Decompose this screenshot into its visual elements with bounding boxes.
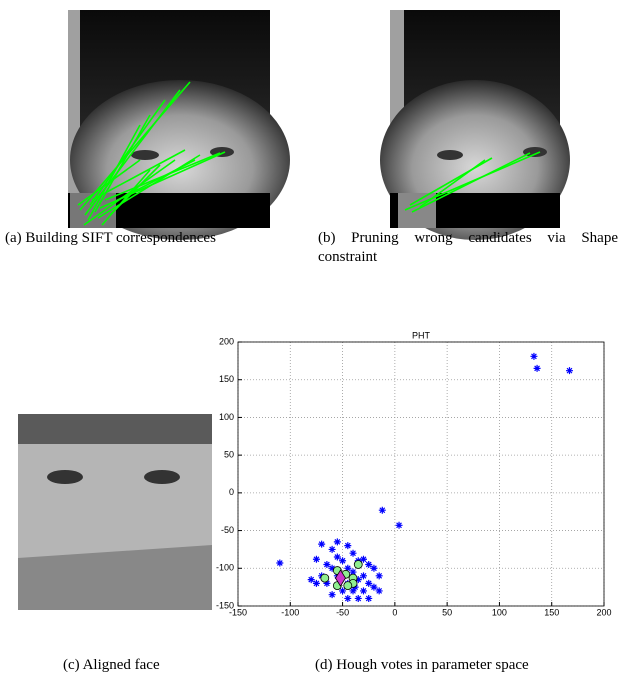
x-tick-label: 150: [544, 607, 559, 617]
asterisk-point: [533, 364, 541, 372]
asterisk-point: [323, 561, 331, 569]
asterisk-point: [378, 506, 386, 514]
asterisk-point: [349, 549, 357, 557]
asterisk-point: [339, 587, 347, 595]
caption-b: (b) Pruning wrong candidates via Shape c…: [318, 230, 618, 265]
y-tick-label: 200: [219, 336, 234, 346]
asterisk-point: [359, 555, 367, 563]
circle-point: [353, 560, 363, 569]
y-tick-label: 150: [219, 374, 234, 384]
asterisk-point: [565, 367, 573, 375]
x-tick-label: 50: [442, 607, 452, 617]
asterisk-point: [312, 555, 320, 563]
x-tick-label: -50: [336, 607, 349, 617]
asterisk-point: [344, 594, 352, 602]
asterisk-point: [318, 540, 326, 548]
asterisk-point: [365, 561, 373, 569]
asterisk-point: [307, 576, 315, 584]
diamond-point: [335, 569, 346, 587]
asterisk-point: [375, 572, 383, 580]
y-tick-label: 100: [219, 412, 234, 422]
caption-c: (c) Aligned face: [63, 657, 160, 673]
asterisk-point: [349, 587, 357, 595]
asterisk-point: [328, 591, 336, 599]
asterisk-point: [333, 538, 341, 546]
asterisk-point: [370, 583, 378, 591]
plot-frame: [237, 341, 605, 607]
asterisk-point: [323, 579, 331, 587]
image-c: [18, 414, 212, 610]
y-tick-label: -100: [216, 563, 234, 573]
caption-d: (d) Hough votes in parameter space: [315, 657, 529, 673]
image-a: [68, 10, 290, 240]
circle-point: [343, 581, 353, 591]
y-tick-label: -50: [221, 525, 234, 535]
asterisk-point: [328, 545, 336, 553]
chart-title: PHT: [412, 330, 431, 340]
y-tick-label: 50: [224, 450, 234, 460]
asterisk-point: [354, 594, 362, 602]
x-tick-label: -150: [229, 607, 247, 617]
asterisk-point: [530, 352, 538, 360]
asterisk-point: [370, 564, 378, 572]
asterisk-point: [354, 576, 362, 584]
asterisk-point: [365, 594, 373, 602]
asterisk-point: [375, 587, 383, 595]
y-tick-label: 0: [229, 487, 234, 497]
x-tick-label: 0: [392, 607, 397, 617]
asterisk-point: [365, 579, 373, 587]
y-tick-label: -150: [216, 600, 234, 610]
asterisk-point: [359, 572, 367, 580]
image-b: [380, 10, 570, 240]
asterisk-point: [359, 587, 367, 595]
asterisk-point: [328, 564, 336, 572]
caption-a: (a) Building SIFT correspondences: [5, 230, 216, 246]
asterisk-point: [344, 564, 352, 572]
circle-point: [320, 573, 330, 583]
asterisk-point: [344, 542, 352, 550]
asterisk-point: [333, 553, 341, 561]
x-tick-label: -100: [281, 607, 299, 617]
scatter-plot: PHT -150 -100 -50 0 50 100 150 200 -150 -100 -50 0 5…: [216, 330, 612, 617]
x-tick-label: 100: [492, 607, 507, 617]
asterisk-point: [312, 579, 320, 587]
x-tick-label: 200: [596, 607, 611, 617]
asterisk-point: [395, 521, 403, 529]
asterisk-point: [276, 559, 284, 567]
asterisk-point: [339, 557, 347, 565]
asterisk-point: [349, 568, 357, 576]
